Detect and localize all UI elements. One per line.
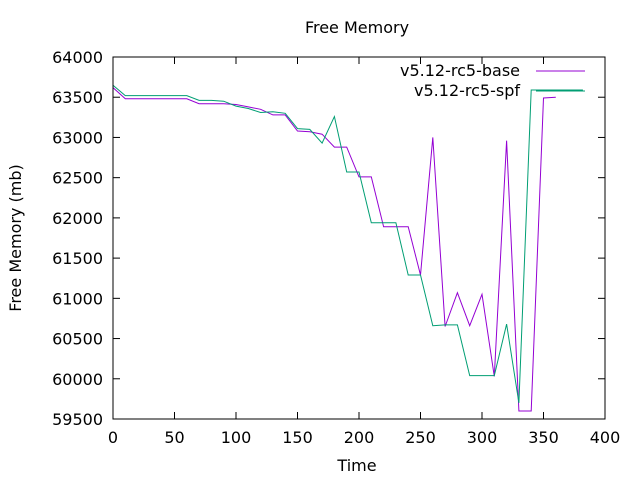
x-tick-label: 400	[590, 428, 621, 447]
y-tick-label: 59500	[52, 410, 103, 429]
y-tick-label: 62500	[52, 169, 103, 188]
y-tick-label: 62000	[52, 209, 103, 228]
x-tick-label: 100	[221, 428, 252, 447]
x-tick-label: 250	[405, 428, 436, 447]
x-tick-label: 50	[164, 428, 184, 447]
x-axis-label: Time	[336, 456, 376, 475]
y-tick-label: 60000	[52, 370, 103, 389]
x-tick-label: 150	[282, 428, 313, 447]
x-tick-label: 350	[528, 428, 559, 447]
series-line-v5.12-rc5-spf	[112, 84, 583, 403]
series-line-v5.12-rc5-base	[112, 87, 556, 412]
legend-label: v5.12-rc5-base	[400, 61, 520, 80]
y-axis-label: Free Memory (mb)	[6, 164, 25, 311]
y-tick-label: 63500	[52, 88, 103, 107]
chart-title: Free Memory	[305, 18, 409, 37]
y-tick-label: 60500	[52, 330, 103, 349]
y-tick-label: 61500	[52, 249, 103, 268]
legend-label: v5.12-rc5-spf	[414, 81, 520, 100]
y-tick-label: 63000	[52, 128, 103, 147]
x-tick-label: 300	[467, 428, 498, 447]
y-tick-label: 61000	[52, 289, 103, 308]
plot-frame	[112, 56, 606, 420]
x-tick-label: 200	[344, 428, 375, 447]
x-tick-label: 0	[108, 428, 118, 447]
y-tick-label: 64000	[52, 48, 103, 67]
